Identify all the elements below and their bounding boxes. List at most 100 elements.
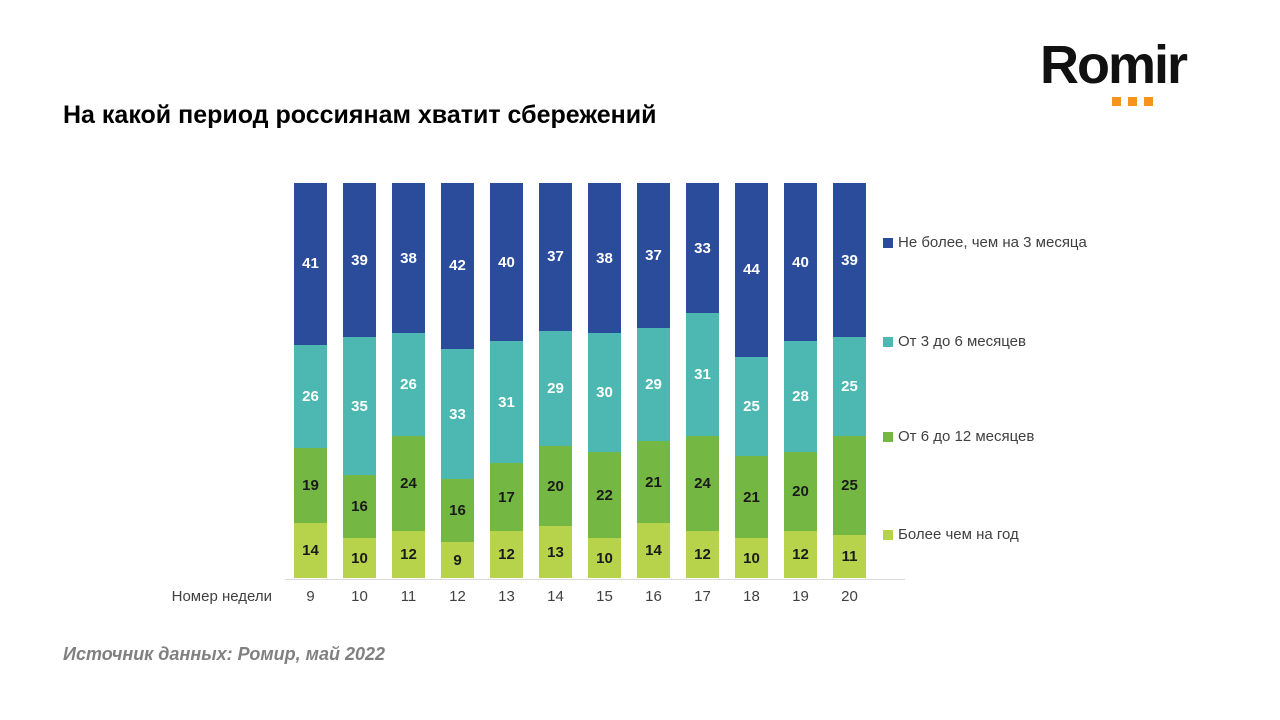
segment-value-label: 22 <box>596 486 613 504</box>
bar-segment: 12 <box>686 530 719 578</box>
segment-value-label: 31 <box>498 393 515 411</box>
segment-value-label: 17 <box>498 488 515 506</box>
segment-value-label: 19 <box>302 476 319 494</box>
segment-value-label: 33 <box>694 239 711 257</box>
chart-title: На какой период россиянам хватит сбереже… <box>63 101 657 129</box>
bar-week-10: 39 35 16 10 <box>343 183 376 578</box>
x-tick-19: 19 <box>792 588 809 605</box>
orange-dot-icon <box>1144 97 1153 106</box>
bar-segment: 12 <box>490 530 523 578</box>
stacked-bar-chart: 41 26 19 14 39 35 16 10 38 26 24 12 42 33 16 9 40 31 17 12 3… <box>0 183 1280 633</box>
x-tick-16: 16 <box>645 588 662 605</box>
segment-value-label: 26 <box>400 375 417 393</box>
bar-week-18: 44 25 21 10 <box>735 183 768 578</box>
bar-segment: 30 <box>588 333 621 452</box>
x-tick-12: 12 <box>449 588 466 605</box>
bar-week-9: 41 26 19 14 <box>294 183 327 578</box>
x-tick-17: 17 <box>694 588 711 605</box>
bar-segment: 11 <box>833 534 866 578</box>
legend-swatch-icon <box>883 237 893 248</box>
segment-value-label: 40 <box>792 253 809 271</box>
bar-week-15: 38 30 22 10 <box>588 183 621 578</box>
legend-item: От 6 до 12 месяцев <box>883 428 1034 445</box>
bar-segment: 37 <box>539 183 572 331</box>
segment-value-label: 25 <box>841 377 858 395</box>
segment-value-label: 41 <box>302 255 319 273</box>
bar-segment: 33 <box>686 183 719 314</box>
segment-value-label: 39 <box>841 251 858 269</box>
bar-week-14: 37 29 20 13 <box>539 183 572 578</box>
legend-item: Не более, чем на 3 месяца <box>883 234 1087 251</box>
segment-value-label: 16 <box>449 502 466 520</box>
segment-value-label: 44 <box>743 261 760 279</box>
segment-value-label: 37 <box>645 246 662 264</box>
bar-segment: 31 <box>686 313 719 436</box>
segment-value-label: 37 <box>547 248 564 266</box>
x-tick-20: 20 <box>841 588 858 605</box>
bar-segment: 40 <box>490 183 523 341</box>
segment-value-label: 29 <box>547 379 564 397</box>
bar-segment: 29 <box>637 327 670 442</box>
bar-segment: 40 <box>784 183 817 341</box>
bar-segment: 13 <box>539 526 572 578</box>
segment-value-label: 12 <box>694 545 711 563</box>
bar-segment: 31 <box>490 341 523 464</box>
bar-segment: 16 <box>441 479 474 543</box>
x-tick-18: 18 <box>743 588 760 605</box>
bar-week-16: 37 29 21 14 <box>637 183 670 578</box>
bar-segment: 39 <box>343 183 376 338</box>
bar-segment: 19 <box>294 447 327 523</box>
bar-week-12: 42 33 16 9 <box>441 183 474 578</box>
bar-segment: 17 <box>490 463 523 531</box>
bar-segment: 38 <box>392 183 425 334</box>
x-tick-15: 15 <box>596 588 613 605</box>
segment-value-label: 12 <box>400 545 417 563</box>
x-axis-title: Номер недели <box>171 588 272 605</box>
segment-value-label: 24 <box>400 474 417 492</box>
bar-segment: 24 <box>392 435 425 531</box>
segment-value-label: 21 <box>743 488 760 506</box>
segment-value-label: 21 <box>645 473 662 491</box>
bar-segment: 14 <box>637 523 670 578</box>
legend-label: Более чем на год <box>898 526 1019 543</box>
segment-value-label: 20 <box>547 477 564 495</box>
bar-segment: 25 <box>735 356 768 456</box>
x-tick-13: 13 <box>498 588 515 605</box>
bar-segment: 21 <box>735 455 768 539</box>
segment-value-label: 38 <box>400 249 417 267</box>
segment-value-label: 25 <box>743 397 760 415</box>
bars-container: 41 26 19 14 39 35 16 10 38 26 24 12 42 33 16 9 40 31 17 12 3… <box>294 183 866 578</box>
segment-value-label: 13 <box>547 543 564 561</box>
bar-segment: 14 <box>294 522 327 578</box>
bar-segment: 9 <box>441 542 474 578</box>
x-tick-9: 9 <box>306 588 315 605</box>
x-tick-10: 10 <box>351 588 368 605</box>
segment-value-label: 20 <box>792 482 809 500</box>
bar-segment: 44 <box>735 183 768 357</box>
bar-segment: 10 <box>735 538 768 578</box>
bar-week-20: 39 25 25 11 <box>833 183 866 578</box>
x-tick-11: 11 <box>400 588 417 605</box>
segment-value-label: 24 <box>694 474 711 492</box>
bar-segment: 35 <box>343 337 376 476</box>
bar-segment: 16 <box>343 475 376 539</box>
bar-segment: 38 <box>588 183 621 334</box>
segment-value-label: 38 <box>596 249 613 267</box>
legend-item: От 3 до 6 месяцев <box>883 333 1026 350</box>
bar-segment: 24 <box>686 435 719 531</box>
segment-value-label: 40 <box>498 253 515 271</box>
segment-value-label: 29 <box>645 375 662 393</box>
bar-segment: 21 <box>637 441 670 524</box>
bar-segment: 20 <box>539 446 572 527</box>
bar-week-11: 38 26 24 12 <box>392 183 425 578</box>
legend-swatch-icon <box>883 431 893 442</box>
bar-week-17: 33 31 24 12 <box>686 183 719 578</box>
legend-swatch-icon <box>883 529 893 540</box>
bar-segment: 26 <box>392 333 425 436</box>
bar-segment: 41 <box>294 183 327 345</box>
bar-week-13: 40 31 17 12 <box>490 183 523 578</box>
bar-segment: 37 <box>637 183 670 328</box>
segment-value-label: 14 <box>645 542 662 560</box>
bar-segment: 10 <box>343 538 376 578</box>
